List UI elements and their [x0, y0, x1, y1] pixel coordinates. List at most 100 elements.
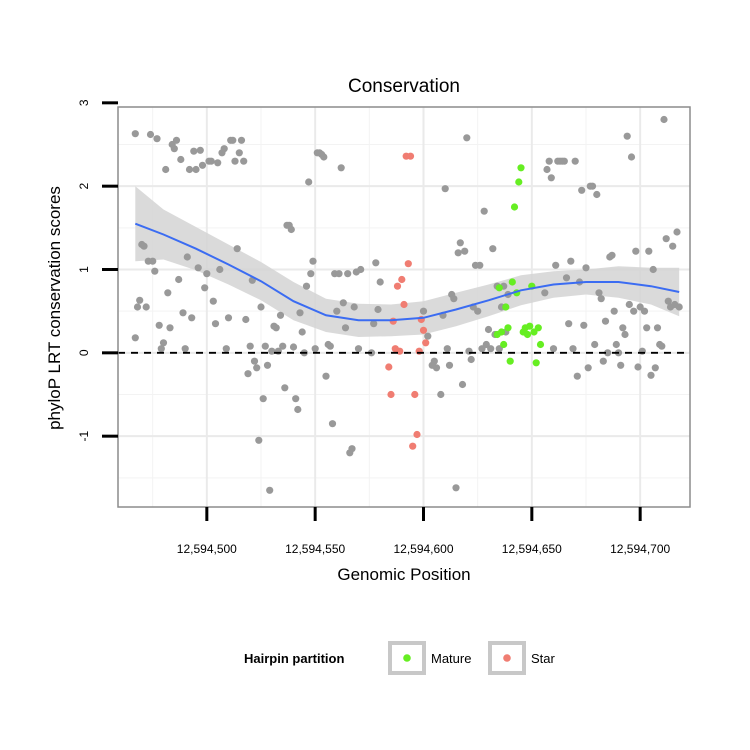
other-point — [339, 299, 347, 307]
other-point — [253, 364, 261, 372]
other-point — [298, 328, 306, 336]
other-point — [326, 342, 334, 350]
x-tick-label: 12,594,650 — [502, 542, 562, 556]
other-point — [207, 157, 215, 165]
other-point — [625, 300, 633, 309]
other-point — [541, 289, 549, 297]
other-point — [565, 320, 573, 328]
other-point — [190, 147, 198, 155]
other-point — [461, 247, 469, 255]
other-point — [660, 115, 668, 124]
star-point — [419, 326, 428, 334]
other-point — [294, 405, 302, 414]
star-point — [400, 300, 408, 309]
other-point — [333, 307, 341, 315]
other-point — [619, 324, 627, 332]
other-point — [311, 345, 319, 353]
other-point — [337, 164, 345, 172]
other-point — [441, 185, 449, 193]
other-point — [261, 342, 269, 350]
other-point — [151, 267, 159, 275]
other-point — [279, 342, 287, 350]
other-point — [452, 484, 460, 492]
y-tick-label: 2 — [77, 183, 91, 190]
x-tick-label: 12,594,500 — [177, 542, 237, 556]
other-point — [231, 157, 239, 165]
mature-point — [497, 328, 506, 336]
other-point — [484, 325, 493, 334]
other-point — [153, 135, 161, 143]
mature-point — [532, 359, 540, 367]
other-point — [179, 309, 187, 317]
x-tick-label: 12,594,550 — [285, 542, 345, 556]
other-point — [255, 436, 263, 444]
other-point — [578, 186, 586, 194]
other-point — [562, 274, 571, 282]
other-point — [653, 324, 662, 332]
other-point — [250, 357, 259, 365]
plot-panel: 12,594,500 12,594,550 12,594,600 12,594,650… — [77, 99, 691, 556]
other-point — [159, 339, 168, 347]
confidence-ribbon — [135, 186, 680, 337]
other-point — [341, 324, 350, 332]
other-point — [610, 307, 618, 315]
other-point — [370, 320, 378, 328]
other-point — [281, 384, 289, 392]
other-point — [467, 355, 475, 364]
other-point — [131, 130, 139, 138]
legend-key-star-point — [503, 654, 511, 662]
other-point — [588, 182, 597, 190]
other-point — [604, 349, 612, 357]
mature-point — [506, 357, 514, 365]
other-point — [649, 265, 657, 274]
other-point — [292, 395, 300, 403]
other-point — [305, 178, 313, 186]
other-point — [320, 153, 328, 161]
other-point — [172, 136, 181, 144]
legend-label-star: Star — [531, 651, 556, 666]
other-point — [164, 289, 172, 297]
other-point — [196, 146, 204, 154]
x-axis-title: Genomic Position — [337, 565, 470, 584]
other-point — [549, 345, 558, 353]
other-point — [450, 295, 458, 303]
star-point — [387, 390, 395, 399]
other-point — [131, 334, 139, 342]
other-point — [571, 157, 579, 165]
other-point — [222, 345, 230, 353]
other-point — [229, 136, 237, 144]
other-point — [601, 317, 610, 325]
other-point — [623, 132, 631, 140]
other-point — [350, 303, 358, 311]
other-point — [560, 157, 568, 165]
other-point — [216, 265, 224, 274]
other-point — [183, 253, 191, 261]
other-point — [287, 225, 295, 234]
other-point — [244, 370, 252, 378]
other-point — [266, 486, 274, 494]
other-point — [630, 307, 638, 315]
other-point — [567, 257, 575, 265]
legend-key — [388, 641, 426, 675]
other-point — [276, 311, 285, 319]
y-axis-title: phyloP LRT conservation scores — [45, 186, 64, 430]
other-point — [647, 371, 655, 379]
other-point — [220, 145, 228, 153]
other-point — [664, 297, 672, 305]
star-point — [393, 282, 402, 290]
other-point — [348, 445, 356, 453]
other-point — [162, 165, 170, 174]
other-point — [443, 345, 451, 353]
other-point — [268, 347, 276, 355]
star-point — [385, 363, 393, 371]
other-point — [357, 265, 365, 274]
other-point — [634, 363, 642, 371]
other-point — [372, 259, 380, 267]
other-point — [658, 342, 666, 350]
other-point — [307, 270, 315, 278]
legend-title: Hairpin partition — [244, 651, 344, 666]
other-point — [480, 207, 488, 215]
other-point — [272, 324, 280, 332]
other-point — [580, 321, 588, 329]
